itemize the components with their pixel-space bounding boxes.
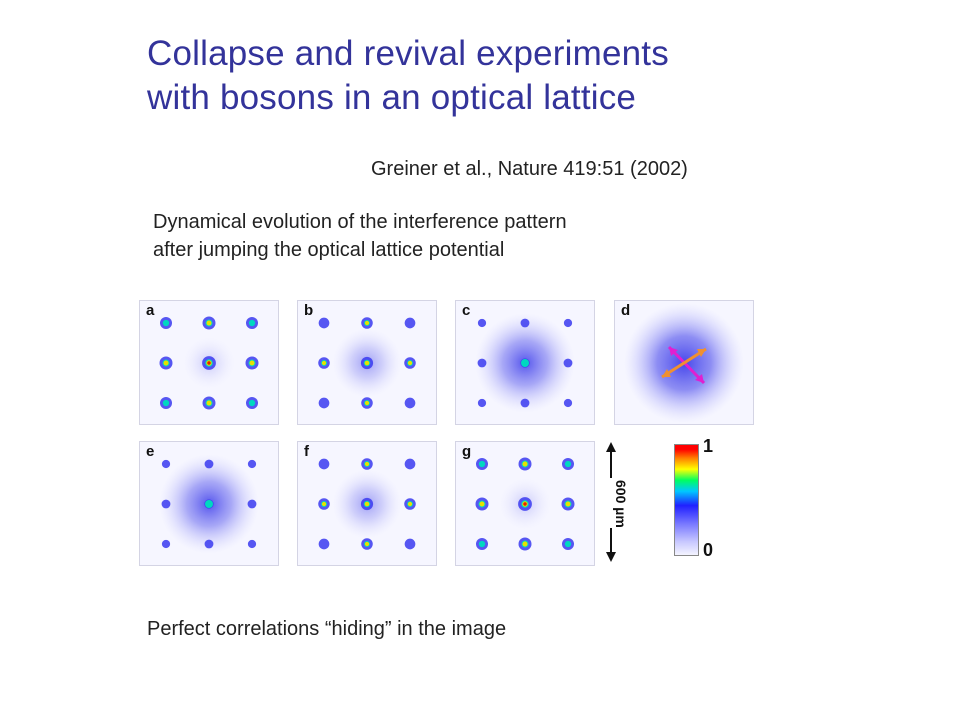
interference-pattern: [140, 442, 278, 565]
title-line-2: with bosons in an optical lattice: [147, 78, 637, 117]
interference-pattern: [615, 301, 753, 424]
colorbar: [674, 444, 699, 556]
interference-pattern: [456, 301, 594, 424]
panel-label: a: [146, 302, 155, 319]
interference-pattern: [456, 442, 594, 565]
panel-a: a: [139, 300, 279, 425]
panel-label: d: [621, 302, 631, 319]
panel-f: f: [297, 441, 437, 566]
panel-b: b: [297, 300, 437, 425]
panel-label: g: [462, 443, 472, 460]
figure-caption: Dynamical evolution of the interference …: [153, 208, 567, 264]
scale-bar-arrow-icon: [606, 442, 616, 562]
interference-pattern: [298, 301, 436, 424]
panel-e: e: [139, 441, 279, 566]
footer-text: Perfect correlations “hiding” in the ima…: [147, 618, 507, 640]
citation: Greiner et al., Nature 419:51 (2002): [371, 158, 688, 180]
panel-label: c: [462, 302, 471, 319]
colorbar-min-label: 0: [703, 540, 714, 560]
panel-label: b: [304, 302, 314, 319]
panel-g: g: [455, 441, 595, 566]
caption-line-1: Dynamical evolution of the interference …: [153, 211, 567, 233]
panel-d: d: [614, 300, 754, 425]
panel-label: e: [146, 443, 155, 460]
slide-title: Collapse and revival experiments with bo…: [147, 32, 867, 120]
panel-c: c: [455, 300, 595, 425]
panel-label: f: [304, 443, 309, 460]
title-line-1: Collapse and revival experiments: [147, 34, 669, 73]
scale-label: 600 µm: [613, 480, 629, 528]
interference-pattern: [298, 442, 436, 565]
colorbar-max-label: 1: [703, 436, 714, 456]
interference-pattern: [140, 301, 278, 424]
caption-line-2: after jumping the optical lattice potent…: [153, 239, 505, 261]
